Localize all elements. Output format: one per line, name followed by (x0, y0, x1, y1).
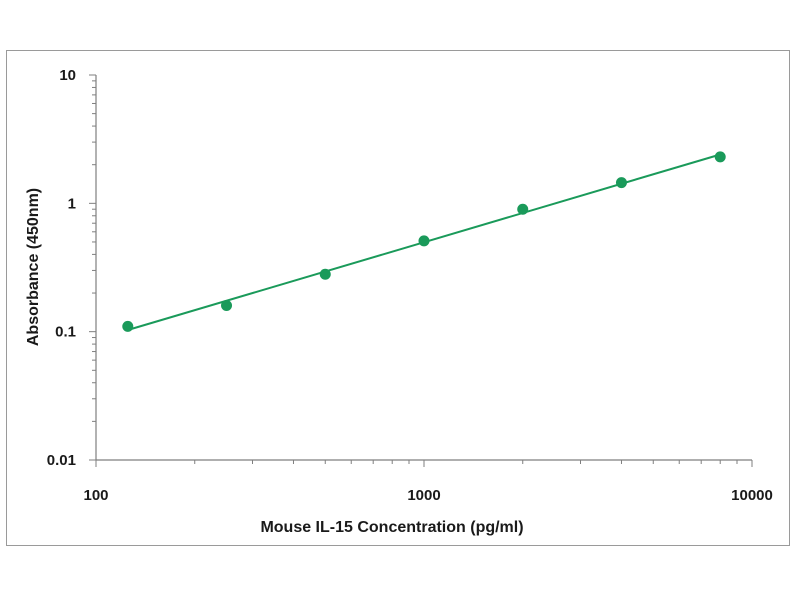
y-axis-title: Absorbance (450nm) (25, 188, 42, 346)
data-point (221, 299, 233, 311)
y-tick-label: 10 (59, 67, 76, 84)
x-axis-title: Mouse IL-15 Concentration (pg/ml) (260, 519, 523, 536)
x-tick-label: 1000 (407, 487, 440, 504)
data-point (418, 235, 430, 247)
y-tick-label: 0.01 (47, 452, 76, 469)
axes (89, 74, 753, 467)
chart-frame (6, 50, 790, 546)
data-point (319, 268, 331, 280)
data-point (615, 177, 627, 189)
tick-labels: 0.01 0.1 1 10 100 1000 10000 (47, 67, 773, 504)
x-tick-label: 10000 (731, 487, 773, 504)
x-tick-label: 100 (83, 487, 108, 504)
data-point (714, 151, 726, 163)
data-point (517, 203, 529, 215)
y-tick-label: 0.1 (55, 324, 76, 341)
y-tick-label: 1 (68, 195, 76, 212)
data-point (122, 320, 134, 332)
data-points (122, 151, 726, 332)
